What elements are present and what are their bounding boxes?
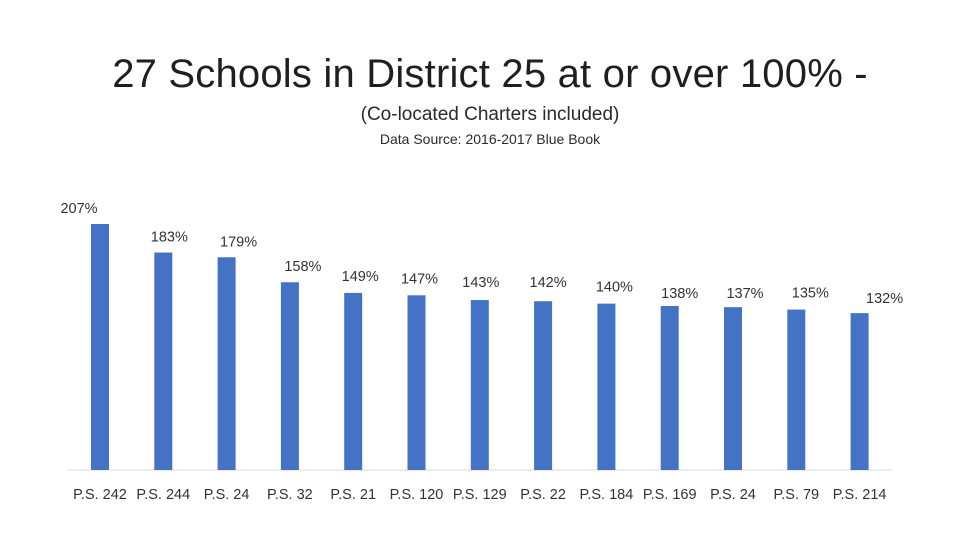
data-label-8: 142%: [530, 275, 567, 291]
bar-2: [154, 252, 173, 470]
data-label-11: 137%: [726, 286, 763, 302]
data-labels-group: 207% 183% 179% 158% 149% 147% 143% 142% 140% 138%…: [60, 201, 903, 307]
bar-1: [91, 224, 109, 470]
bar-5: [344, 292, 363, 470]
data-label-13: 132%: [866, 291, 903, 307]
bar-9: [597, 303, 616, 470]
x-tick-label-10: P.S. 169: [643, 487, 697, 503]
bar-8: [534, 301, 553, 470]
data-label-2: 183%: [151, 230, 188, 246]
bar-4: [280, 282, 299, 470]
bar-6: [407, 295, 426, 470]
chart-title: 27 Schools in District 25 at or over 100…: [112, 52, 868, 96]
x-tick-label-1: P.S. 242: [73, 487, 127, 503]
x-tick-label-6: P.S. 120: [390, 487, 444, 503]
x-tick-label-9: P.S. 184: [580, 487, 634, 503]
data-source-note: Data Source: 2016-2017 Blue Book: [379, 131, 601, 147]
data-label-10: 138%: [661, 286, 698, 302]
data-label-5: 149%: [342, 269, 379, 285]
x-tick-label-5: P.S. 21: [330, 487, 376, 503]
bar-10: [660, 306, 679, 470]
x-tick-label-8: P.S. 22: [520, 487, 566, 503]
x-tick-label-11: P.S. 24: [710, 487, 756, 503]
data-label-6: 147%: [401, 271, 438, 287]
data-label-1: 207%: [60, 201, 97, 217]
x-tick-label-12: P.S. 79: [773, 487, 819, 503]
data-label-7: 143%: [462, 275, 499, 291]
x-tick-label-13: P.S. 214: [833, 487, 887, 503]
x-tick-label-2: P.S. 244: [136, 487, 190, 503]
data-label-9: 140%: [596, 280, 633, 296]
x-tick-label-7: P.S. 129: [453, 487, 507, 503]
bar-11: [724, 307, 742, 470]
data-label-3: 179%: [220, 234, 257, 250]
data-label-4: 158%: [284, 259, 321, 275]
chart-subtitle: (Co-located Charters included): [360, 104, 620, 125]
data-label-12: 135%: [792, 286, 829, 302]
x-tick-label-3: P.S. 24: [204, 487, 250, 503]
x-tick-labels-group: P.S. 242 P.S. 244 P.S. 24 P.S. 32 P.S. 21 P.S…: [73, 487, 886, 503]
bars-group: [91, 224, 869, 470]
x-tick-label-4: P.S. 32: [267, 487, 313, 503]
bar-3: [217, 257, 236, 470]
bar-13: [850, 313, 869, 470]
bar-12: [787, 309, 806, 470]
bar-7: [470, 300, 489, 470]
